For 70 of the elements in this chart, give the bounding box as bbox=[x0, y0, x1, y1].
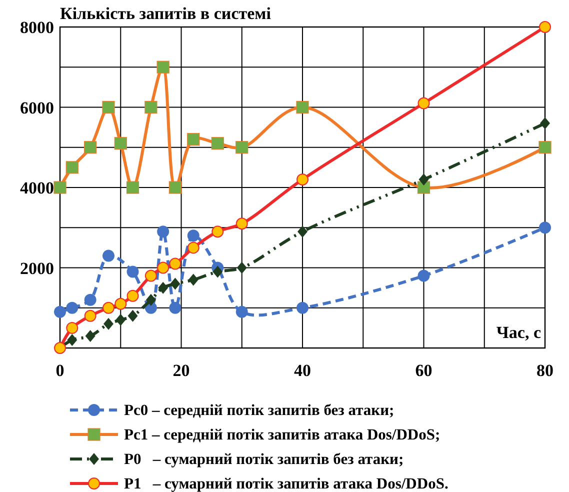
point bbox=[102, 250, 114, 262]
x-tick-label: 60 bbox=[415, 361, 432, 380]
point bbox=[212, 266, 223, 278]
point bbox=[126, 266, 139, 278]
x-tick-label: 0 bbox=[56, 361, 64, 380]
point bbox=[298, 226, 308, 238]
point bbox=[84, 310, 96, 322]
point bbox=[539, 21, 551, 33]
point bbox=[296, 173, 308, 186]
x-tick-label: 20 bbox=[172, 361, 190, 380]
point bbox=[188, 274, 198, 286]
y-tick-label: 2000 bbox=[20, 258, 54, 278]
point bbox=[102, 302, 114, 314]
point bbox=[85, 330, 96, 342]
point bbox=[236, 141, 248, 154]
point bbox=[187, 133, 200, 146]
point bbox=[236, 262, 247, 274]
point bbox=[104, 318, 114, 330]
point bbox=[146, 294, 156, 306]
point bbox=[417, 181, 430, 194]
point bbox=[126, 290, 139, 302]
point bbox=[126, 181, 140, 194]
point bbox=[212, 226, 224, 238]
point bbox=[296, 100, 309, 114]
point bbox=[169, 302, 182, 314]
legend-label: Pc1 – середній потік запитів атака Dos/DDoS; bbox=[124, 426, 440, 444]
point bbox=[144, 270, 157, 282]
point bbox=[540, 117, 550, 130]
point bbox=[144, 100, 158, 114]
legend-label: Pc0 – середній потік запитів без атаки; bbox=[124, 402, 394, 419]
point bbox=[170, 278, 180, 290]
point bbox=[156, 60, 170, 74]
point bbox=[296, 302, 308, 314]
legend-label: P1 – сумарний потік запитів атака Dos/DDoS. bbox=[124, 476, 448, 492]
point bbox=[67, 334, 78, 346]
x-axis-title: Час, с bbox=[496, 323, 542, 342]
y-tick-label: 6000 bbox=[20, 98, 54, 118]
point bbox=[116, 314, 126, 326]
point bbox=[114, 137, 127, 150]
point bbox=[66, 161, 78, 174]
point bbox=[84, 141, 97, 154]
x-tick-label: 80 bbox=[536, 361, 554, 380]
point bbox=[168, 181, 182, 194]
point bbox=[66, 322, 78, 334]
point bbox=[157, 262, 170, 274]
point bbox=[84, 294, 96, 306]
point bbox=[54, 181, 66, 194]
y-axis-title: Кількість запитів в системі bbox=[60, 4, 272, 23]
point bbox=[169, 258, 182, 270]
point bbox=[236, 218, 248, 230]
point bbox=[211, 137, 224, 150]
point bbox=[157, 226, 170, 238]
point bbox=[538, 141, 552, 154]
point bbox=[102, 100, 115, 114]
legend-label: P0 – сумарний потік запитів без атаки; bbox=[124, 451, 404, 468]
point bbox=[418, 173, 429, 186]
point bbox=[54, 306, 66, 318]
point bbox=[187, 242, 200, 254]
x-tick-label: 40 bbox=[294, 361, 311, 380]
point bbox=[418, 270, 430, 282]
point bbox=[66, 302, 78, 314]
y-tick-label: 8000 bbox=[20, 18, 54, 37]
point bbox=[236, 306, 248, 318]
point bbox=[128, 310, 138, 322]
point bbox=[114, 298, 127, 310]
point bbox=[539, 222, 551, 234]
point bbox=[158, 282, 168, 294]
point bbox=[187, 230, 200, 242]
y-tick-label: 4000 bbox=[20, 178, 54, 198]
point bbox=[418, 97, 430, 110]
